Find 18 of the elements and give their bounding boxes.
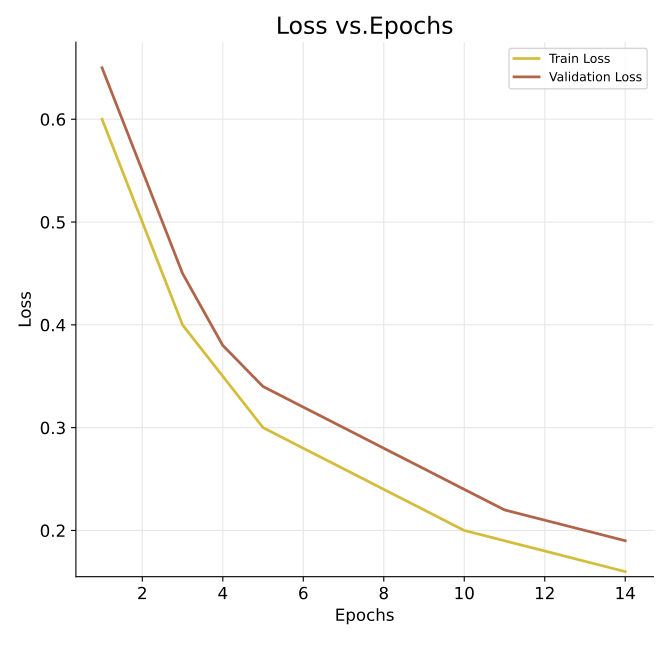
y-tick-label: 0.2 (40, 524, 65, 538)
legend-label: Train Loss (548, 53, 610, 64)
y-tick-label: 0.3 (40, 422, 65, 434)
y-tick-label: 0.6 (40, 113, 66, 126)
y-tick-label: 0.4 (40, 318, 66, 332)
chart-title: Loss vs.Epochs (278, 16, 452, 39)
x-tick-label: 4 (218, 586, 228, 600)
y-axis-title: Loss (18, 292, 31, 326)
x-tick-label: 14 (616, 586, 635, 600)
x-tick-label: 2 (138, 586, 146, 600)
x-tick-label: 10 (455, 586, 474, 600)
x-tick-label: 12 (536, 586, 554, 600)
x-tick-label: 8 (380, 586, 388, 600)
x-tick-label: 6 (299, 586, 308, 600)
legend-label: Validation Loss (549, 72, 642, 82)
y-tick-label: 0.5 (40, 216, 65, 229)
x-axis-title: Epochs (336, 608, 394, 624)
line-series (100, 118, 627, 573)
